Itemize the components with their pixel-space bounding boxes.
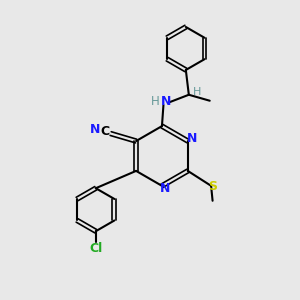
- Text: Cl: Cl: [89, 242, 102, 255]
- Text: N: N: [160, 95, 171, 108]
- Text: N: N: [160, 182, 170, 195]
- Text: S: S: [208, 180, 217, 193]
- Text: N: N: [187, 132, 197, 145]
- Text: C: C: [101, 125, 110, 138]
- Text: H: H: [151, 95, 160, 108]
- Text: H: H: [193, 87, 201, 97]
- Text: N: N: [90, 123, 101, 136]
